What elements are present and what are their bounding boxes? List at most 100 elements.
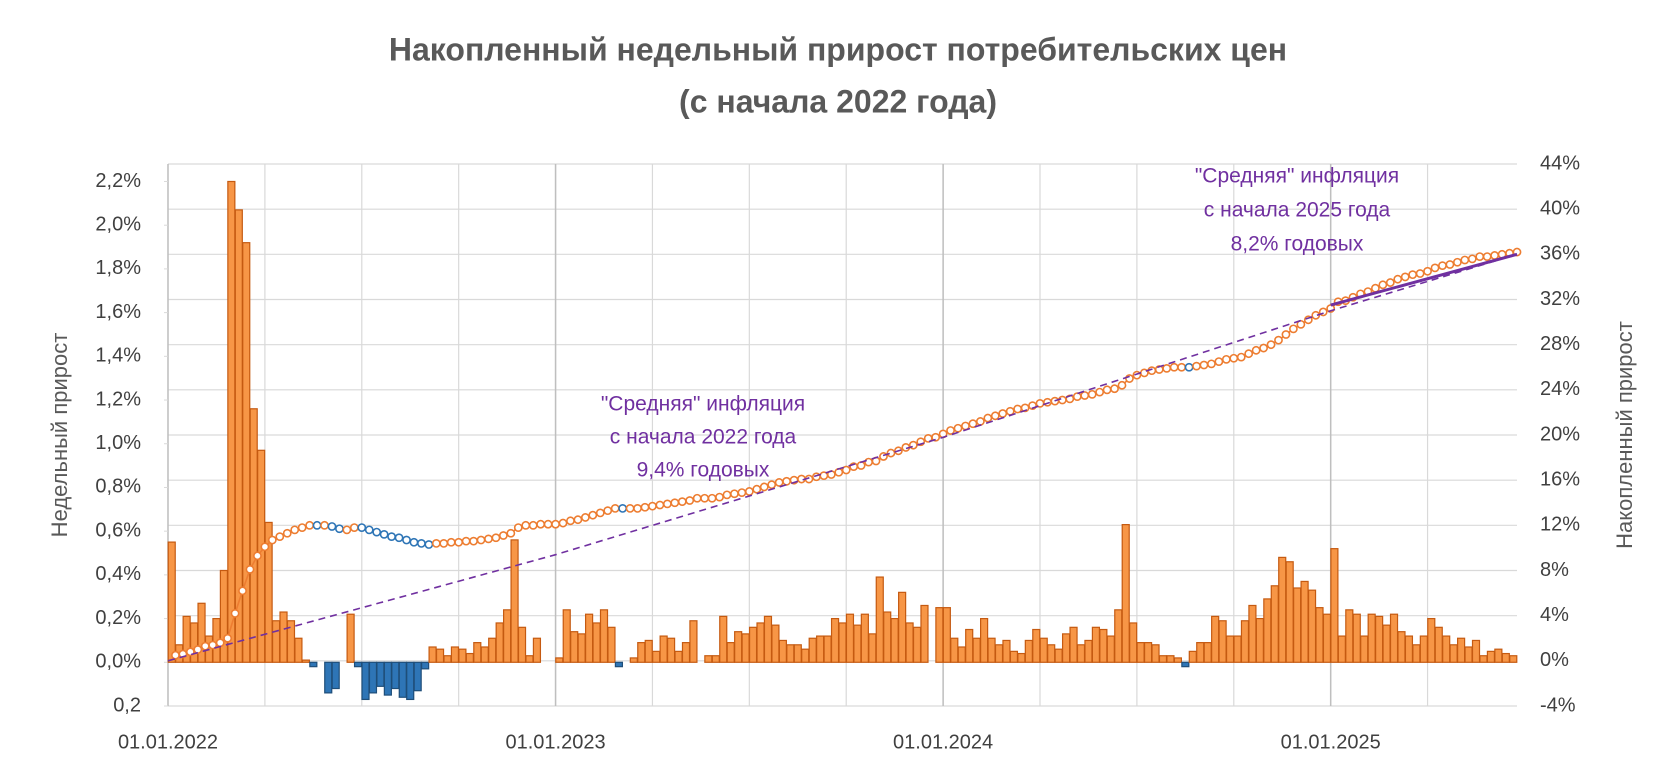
bar [1293, 587, 1302, 663]
bar [1509, 655, 1518, 663]
bar [1255, 617, 1264, 663]
bar [450, 646, 460, 663]
y2-tick-label: 32% [1540, 288, 1580, 310]
marker [1177, 362, 1187, 372]
marker [372, 527, 382, 537]
annotation-line: "Средняя" инфляция [601, 393, 805, 416]
bar [1442, 635, 1451, 663]
bar [637, 642, 646, 663]
y2-tick-label: 16% [1540, 468, 1580, 490]
bar [920, 604, 929, 663]
y-axis-title: Недельный прирост [47, 333, 72, 538]
marker [580, 513, 590, 522]
marker [662, 499, 672, 509]
marker [253, 551, 262, 561]
bar [748, 626, 758, 663]
y-tick-label: 1,6% [95, 301, 141, 323]
bar [607, 626, 616, 663]
bar [1211, 615, 1220, 663]
bar [860, 613, 869, 663]
marker [417, 539, 426, 548]
marker [521, 520, 531, 530]
y-tick-label: 0,2% [95, 607, 141, 629]
marker [1184, 362, 1194, 372]
y2-tick-label: 8% [1540, 559, 1569, 581]
bar [301, 659, 310, 663]
y2-tick-label: 0% [1540, 649, 1569, 671]
y-tick-label: 1,2% [95, 388, 141, 410]
bar [1151, 644, 1160, 663]
bar [950, 637, 959, 663]
marker [998, 409, 1008, 418]
bar [980, 617, 989, 663]
bar [719, 615, 728, 663]
bar [1233, 635, 1242, 663]
bar [1136, 642, 1145, 663]
y-tick-label: 0,6% [95, 519, 141, 541]
trend-line [167, 253, 1518, 662]
marker [1482, 252, 1492, 261]
bar [1270, 585, 1279, 663]
bar [853, 624, 862, 663]
bar [242, 242, 251, 663]
bar [532, 637, 542, 663]
bar [1285, 561, 1294, 663]
bar [1360, 635, 1369, 663]
bar [868, 633, 877, 663]
marker [752, 484, 762, 494]
bar [1203, 642, 1212, 663]
marker [1460, 255, 1470, 265]
bar [1263, 598, 1272, 663]
marker [968, 419, 978, 429]
bar [1389, 613, 1399, 663]
marker [573, 515, 583, 525]
plot [167, 180, 1522, 701]
bar [734, 631, 743, 663]
marker [260, 542, 270, 552]
bar [324, 661, 333, 694]
marker [193, 645, 203, 654]
x-tick-label: 01.01.2025 [1281, 731, 1381, 753]
bar [249, 408, 258, 663]
y2-tick-label: 36% [1540, 243, 1580, 265]
marker [953, 423, 963, 433]
marker [349, 523, 359, 532]
bar [689, 620, 698, 663]
marker [707, 493, 717, 503]
marker [297, 523, 307, 532]
marker [1378, 280, 1388, 290]
marker [677, 497, 687, 507]
marker [513, 523, 523, 532]
marker [402, 535, 411, 545]
bar [1196, 642, 1205, 663]
marker [215, 638, 225, 648]
marker [1274, 335, 1283, 345]
marker [1400, 272, 1410, 282]
annotation-line: "Средняя" инфляция [1195, 165, 1399, 188]
bar [346, 613, 355, 663]
bar [562, 609, 571, 663]
bar [1218, 620, 1227, 663]
y-tick-label: 1,4% [95, 345, 141, 367]
bar [823, 635, 832, 663]
y2-tick-label: 24% [1540, 378, 1580, 400]
bar [555, 657, 564, 663]
marker [208, 640, 218, 650]
y2-tick-label: 40% [1540, 197, 1580, 219]
bar [1114, 609, 1123, 663]
x-tick-label: 01.01.2024 [893, 731, 993, 753]
marker [1095, 387, 1105, 397]
bar [883, 611, 892, 663]
marker [759, 482, 769, 492]
bar [1032, 628, 1041, 663]
annotation-line: 8,2% годовых [1231, 233, 1364, 256]
bar [704, 655, 713, 663]
marker [1438, 261, 1447, 271]
bar [1017, 652, 1026, 663]
y2-tick-label: -4% [1540, 694, 1576, 716]
bar [480, 646, 489, 663]
marker [633, 503, 642, 513]
marker [394, 533, 404, 543]
bar [1412, 644, 1421, 663]
bar [167, 541, 176, 663]
